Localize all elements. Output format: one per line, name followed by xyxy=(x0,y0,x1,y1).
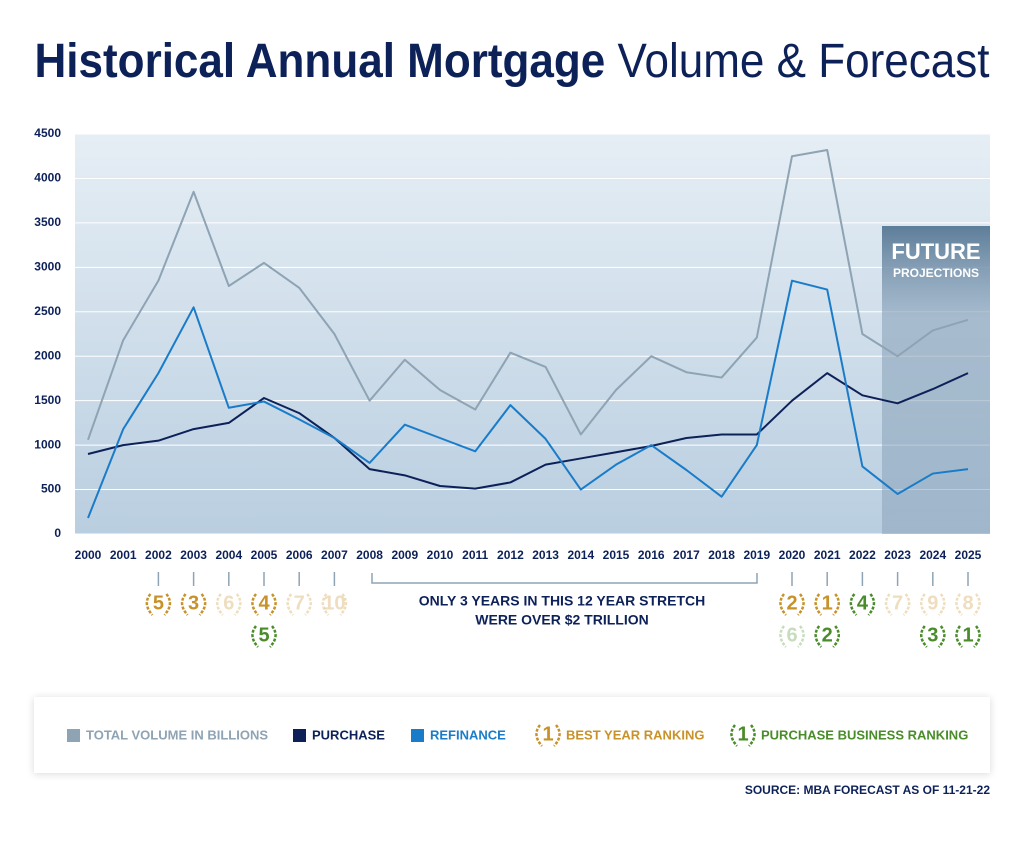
rank-label: 6 xyxy=(786,624,797,646)
rank-label: 2 xyxy=(822,624,833,646)
laurel xyxy=(216,593,242,616)
x-tick-label: 2003 xyxy=(180,548,207,562)
legend-swatch xyxy=(411,729,424,742)
legend-label: BEST YEAR RANKING xyxy=(566,727,704,742)
laurel xyxy=(321,593,348,616)
laurel xyxy=(779,625,805,648)
rank-label: 1 xyxy=(737,723,748,745)
laurel xyxy=(955,625,981,648)
x-tick-label: 2018 xyxy=(708,548,735,562)
x-tick-label: 2021 xyxy=(814,548,841,562)
x-tick-label: 2017 xyxy=(673,548,700,562)
x-tick-label: 2023 xyxy=(884,548,911,562)
y-tick-label: 3000 xyxy=(34,260,61,274)
x-tick-label: 2022 xyxy=(849,548,876,562)
rank-label: 9 xyxy=(927,592,938,614)
x-tick-label: 2015 xyxy=(603,548,630,562)
annotation-line: ONLY 3 YEARS IN THIS 12 YEAR STRETCH xyxy=(419,593,706,609)
x-tick-label: 2016 xyxy=(638,548,665,562)
rank-label: 7 xyxy=(294,592,305,614)
x-tick-label: 2025 xyxy=(955,548,982,562)
rank-label: 2 xyxy=(786,592,797,614)
x-tick-label: 2000 xyxy=(75,548,102,562)
projection-title: FUTURE xyxy=(891,239,980,264)
plot-background xyxy=(75,134,990,534)
laurel xyxy=(251,625,277,648)
legend-label: PURCHASE xyxy=(312,727,385,742)
y-tick-label: 1000 xyxy=(34,437,61,451)
series-line xyxy=(87,372,969,490)
laurel xyxy=(286,593,312,616)
laurel xyxy=(920,625,946,648)
title-bold: Historical Annual Mortgage xyxy=(35,35,606,88)
y-tick-label: 0 xyxy=(54,526,61,540)
y-tick-label: 3500 xyxy=(34,215,61,229)
legend-label: REFINANCE xyxy=(430,727,506,742)
chart-title: Historical Annual Mortgage Volume & Fore… xyxy=(35,35,990,88)
rank-label: 3 xyxy=(927,624,938,646)
rank-label: 6 xyxy=(223,592,234,614)
projection-subtitle: PROJECTIONS xyxy=(893,266,979,280)
rank-label: 5 xyxy=(153,592,164,614)
annotation-bracket xyxy=(371,573,758,584)
x-tick-label: 2019 xyxy=(743,548,770,562)
rank-label: 3 xyxy=(188,592,199,614)
y-tick-label: 2000 xyxy=(34,348,61,362)
rank-label: 10 xyxy=(323,592,345,614)
series-line xyxy=(87,149,969,441)
rank-label: 4 xyxy=(258,592,270,614)
rank-label: 5 xyxy=(258,624,269,646)
series-line xyxy=(87,279,969,519)
laurel xyxy=(920,593,946,616)
projection-box xyxy=(882,226,990,534)
x-tick-label: 2005 xyxy=(251,548,278,562)
rank-label: 1 xyxy=(962,624,973,646)
laurel xyxy=(814,593,840,616)
legend-swatch xyxy=(67,729,80,742)
legend-label: PURCHASE BUSINESS RANKING xyxy=(761,727,968,742)
annotation-line: WERE OVER $2 TRILLION xyxy=(475,612,648,628)
laurel xyxy=(849,593,876,616)
source: SOURCE: MBA FORECAST AS OF 11-21-22 xyxy=(745,783,990,797)
x-tick-label: 2007 xyxy=(321,548,348,562)
legend-swatch xyxy=(293,729,306,742)
rank-label: 1 xyxy=(542,723,553,745)
y-tick-label: 1500 xyxy=(34,393,61,407)
x-tick-label: 2013 xyxy=(532,548,559,562)
laurel xyxy=(251,593,277,616)
x-tick-label: 2011 xyxy=(462,548,488,562)
rank-label: 7 xyxy=(892,592,903,614)
laurel xyxy=(180,593,207,616)
legend-label: TOTAL VOLUME IN BILLIONS xyxy=(86,727,268,742)
x-tick-label: 2009 xyxy=(391,548,418,562)
x-tick-label: 2004 xyxy=(215,548,242,562)
title-light: Volume & Forecast xyxy=(618,35,990,88)
x-tick-label: 2001 xyxy=(110,548,137,562)
laurel xyxy=(955,593,981,616)
x-tick-label: 2014 xyxy=(567,548,594,562)
laurel xyxy=(884,593,911,616)
laurel xyxy=(730,724,756,747)
x-tick-label: 2024 xyxy=(919,548,946,562)
x-tick-label: 2008 xyxy=(356,548,383,562)
x-tick-label: 2006 xyxy=(286,548,313,562)
laurel xyxy=(814,625,840,648)
legend-box xyxy=(34,697,990,773)
y-tick-label: 4000 xyxy=(34,171,61,185)
laurel xyxy=(779,593,805,616)
x-tick-label: 2020 xyxy=(779,548,806,562)
laurel xyxy=(535,724,561,747)
y-tick-label: 500 xyxy=(41,482,61,496)
y-tick-label: 2500 xyxy=(34,304,61,318)
x-tick-label: 2010 xyxy=(427,548,454,562)
rank-label: 4 xyxy=(857,592,869,614)
rank-label: 8 xyxy=(962,592,973,614)
x-tick-label: 2002 xyxy=(145,548,172,562)
laurel xyxy=(145,593,172,616)
rank-label: 1 xyxy=(822,592,833,614)
y-tick-label: 4500 xyxy=(34,126,61,140)
x-tick-label: 2012 xyxy=(497,548,524,562)
